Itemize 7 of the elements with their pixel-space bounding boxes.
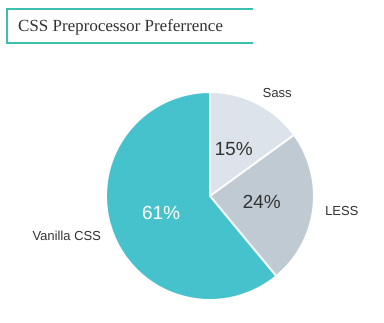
slice-label: Sass <box>262 85 292 100</box>
slice-label: Vanilla CSS <box>32 228 102 243</box>
data-label: 15% <box>214 139 253 160</box>
slice-label: LESS <box>325 203 359 218</box>
chart-title: CSS Preprocessor Preferrence <box>6 8 253 44</box>
data-label: 61% <box>142 203 180 224</box>
data-label: 24% <box>242 192 281 214</box>
